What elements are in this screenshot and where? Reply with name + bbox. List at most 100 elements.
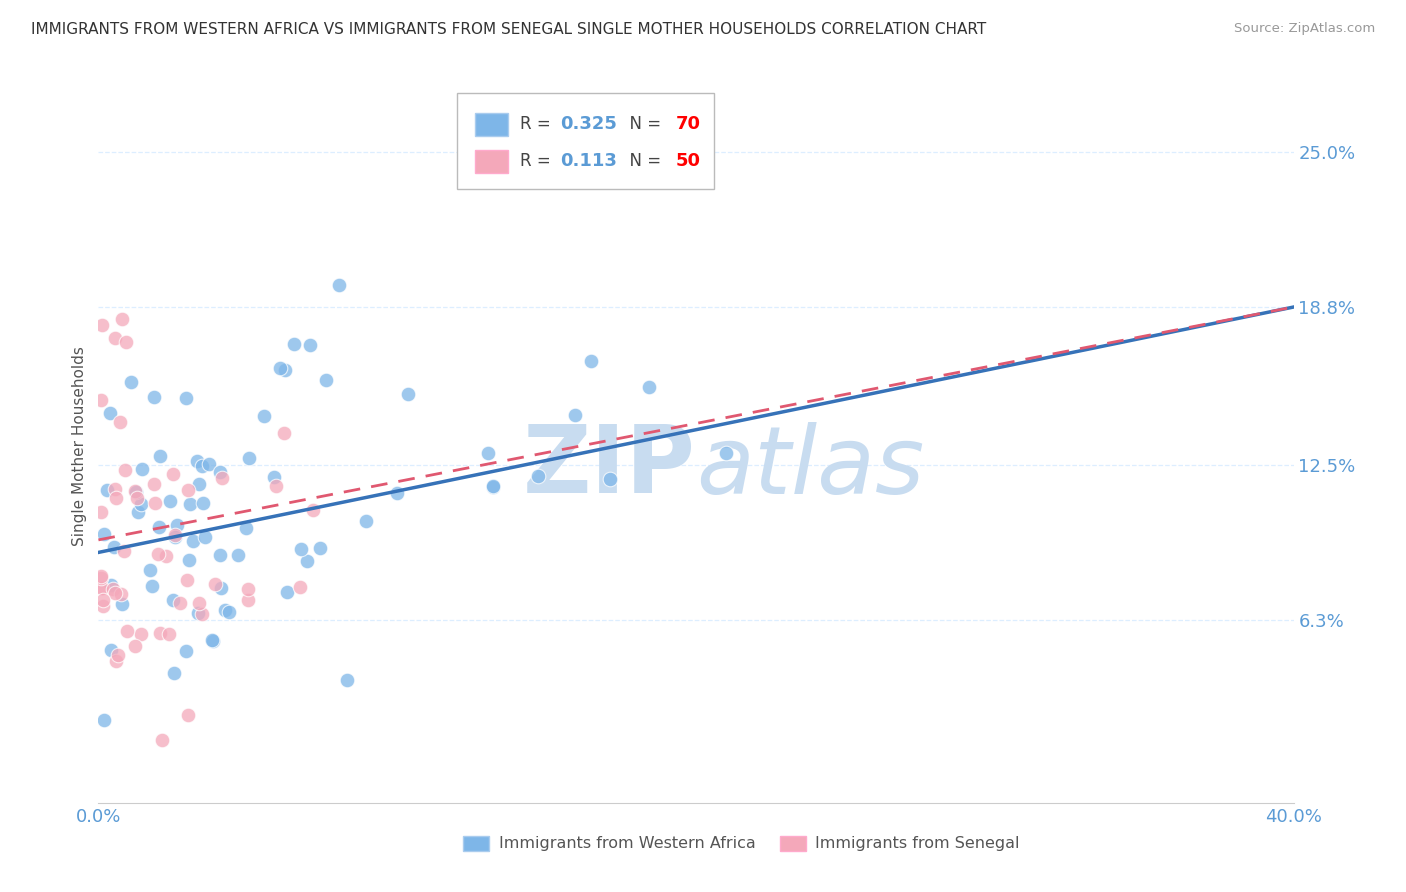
Point	[149, 450, 172, 464]
Point	[309, 541, 332, 555]
Point	[298, 338, 321, 352]
Point	[273, 425, 295, 440]
Point	[204, 577, 226, 591]
Point	[387, 486, 409, 500]
Point	[211, 471, 233, 485]
Point	[108, 416, 131, 430]
Point	[155, 549, 177, 563]
Point	[527, 468, 550, 483]
Point	[150, 733, 173, 747]
Point	[274, 362, 297, 376]
Point	[266, 479, 288, 493]
Text: IMMIGRANTS FROM WESTERN AFRICA VS IMMIGRANTS FROM SENEGAL SINGLE MOTHER HOUSEHOL: IMMIGRANTS FROM WESTERN AFRICA VS IMMIGR…	[31, 22, 986, 37]
Point	[481, 479, 503, 493]
Point	[143, 496, 166, 510]
Point	[107, 648, 129, 663]
Point	[599, 472, 621, 486]
Point	[131, 497, 153, 511]
Point	[112, 543, 135, 558]
Point	[235, 521, 257, 535]
Point	[98, 406, 121, 420]
Point	[181, 534, 204, 549]
Point	[214, 602, 236, 616]
Point	[104, 331, 127, 345]
Point	[139, 563, 162, 577]
Point	[177, 553, 200, 567]
Point	[162, 593, 184, 607]
Point	[166, 518, 188, 533]
Point	[295, 554, 318, 568]
Point	[218, 605, 240, 619]
Point	[201, 634, 224, 648]
FancyBboxPatch shape	[779, 837, 806, 851]
Text: atlas: atlas	[696, 422, 924, 513]
Point	[290, 542, 312, 557]
Point	[90, 505, 112, 519]
Text: Immigrants from Senegal: Immigrants from Senegal	[815, 836, 1019, 851]
Point	[125, 485, 148, 500]
Point	[238, 582, 260, 596]
Point	[714, 446, 737, 460]
Text: Immigrants from Western Africa: Immigrants from Western Africa	[499, 836, 755, 851]
Point	[336, 673, 359, 687]
Point	[159, 626, 181, 640]
Point	[176, 644, 198, 658]
Point	[176, 574, 198, 588]
Point	[91, 318, 114, 332]
Point	[174, 391, 197, 405]
Point	[208, 465, 231, 479]
Point	[201, 633, 224, 648]
Point	[127, 505, 149, 519]
FancyBboxPatch shape	[475, 150, 509, 173]
Point	[104, 491, 127, 506]
Point	[188, 477, 211, 491]
Point	[148, 520, 170, 534]
Point	[579, 353, 602, 368]
Point	[142, 477, 165, 491]
Point	[209, 581, 232, 595]
Point	[104, 586, 127, 600]
Point	[263, 470, 285, 484]
Point	[186, 454, 208, 468]
Point	[124, 484, 146, 499]
Point	[93, 714, 115, 728]
FancyBboxPatch shape	[475, 112, 509, 136]
Text: 70: 70	[676, 115, 700, 133]
Y-axis label: Single Mother Households: Single Mother Households	[72, 346, 87, 546]
Point	[115, 624, 138, 639]
Point	[105, 654, 128, 668]
Point	[191, 459, 214, 474]
Point	[209, 548, 232, 562]
Point	[103, 540, 125, 554]
Point	[187, 596, 209, 610]
Text: R =: R =	[520, 153, 557, 170]
Text: N =: N =	[620, 115, 666, 133]
Point	[93, 526, 115, 541]
Point	[90, 568, 112, 582]
Point	[127, 491, 149, 505]
Text: 50: 50	[676, 153, 700, 170]
Point	[90, 581, 112, 595]
Point	[191, 607, 214, 621]
Point	[120, 375, 142, 389]
Point	[194, 530, 217, 544]
Point	[162, 467, 184, 481]
Point	[276, 585, 298, 599]
Point	[288, 580, 311, 594]
Point	[226, 548, 249, 562]
Point	[186, 606, 208, 620]
Point	[143, 390, 166, 404]
Point	[104, 483, 127, 497]
Text: N =: N =	[620, 153, 666, 170]
Point	[236, 592, 259, 607]
Point	[269, 360, 291, 375]
Point	[302, 503, 325, 517]
Point	[638, 380, 661, 394]
Point	[163, 530, 186, 544]
FancyBboxPatch shape	[463, 837, 489, 851]
Point	[90, 392, 112, 407]
Point	[482, 480, 505, 494]
Point	[91, 582, 114, 596]
Point	[477, 446, 499, 460]
Point	[253, 409, 276, 424]
